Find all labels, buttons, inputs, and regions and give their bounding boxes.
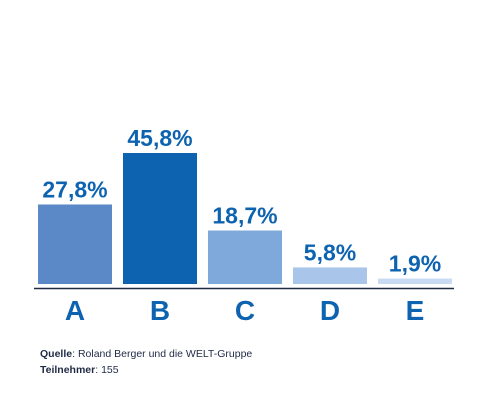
- bar-e: [378, 278, 452, 284]
- participants-line: Teilnehmer: 155: [40, 362, 252, 378]
- source-value: : Roland Berger und die WELT-Gruppe: [72, 348, 253, 360]
- source-label: Quelle: [40, 348, 73, 360]
- participants-label: Teilnehmer: [40, 364, 96, 376]
- category-label-d: D: [320, 295, 340, 326]
- value-label-c: 18,7%: [212, 203, 277, 229]
- bar-c: [208, 230, 282, 284]
- category-label-a: A: [65, 295, 85, 326]
- value-label-b: 45,8%: [127, 125, 192, 151]
- value-label-d: 5,8%: [304, 239, 356, 265]
- bar-b: [123, 153, 197, 284]
- chart-footer: Quelle: Roland Berger und die WELT-Grupp…: [40, 346, 252, 378]
- category-label-b: B: [150, 295, 170, 326]
- value-label-a: 27,8%: [42, 176, 107, 202]
- bar-a: [38, 204, 112, 284]
- source-line: Quelle: Roland Berger und die WELT-Grupp…: [40, 346, 252, 362]
- bar-d: [293, 267, 367, 284]
- participants-value: : 155: [95, 364, 119, 376]
- category-label-e: E: [406, 295, 425, 326]
- value-label-e: 1,9%: [389, 251, 441, 277]
- category-label-c: C: [235, 295, 255, 326]
